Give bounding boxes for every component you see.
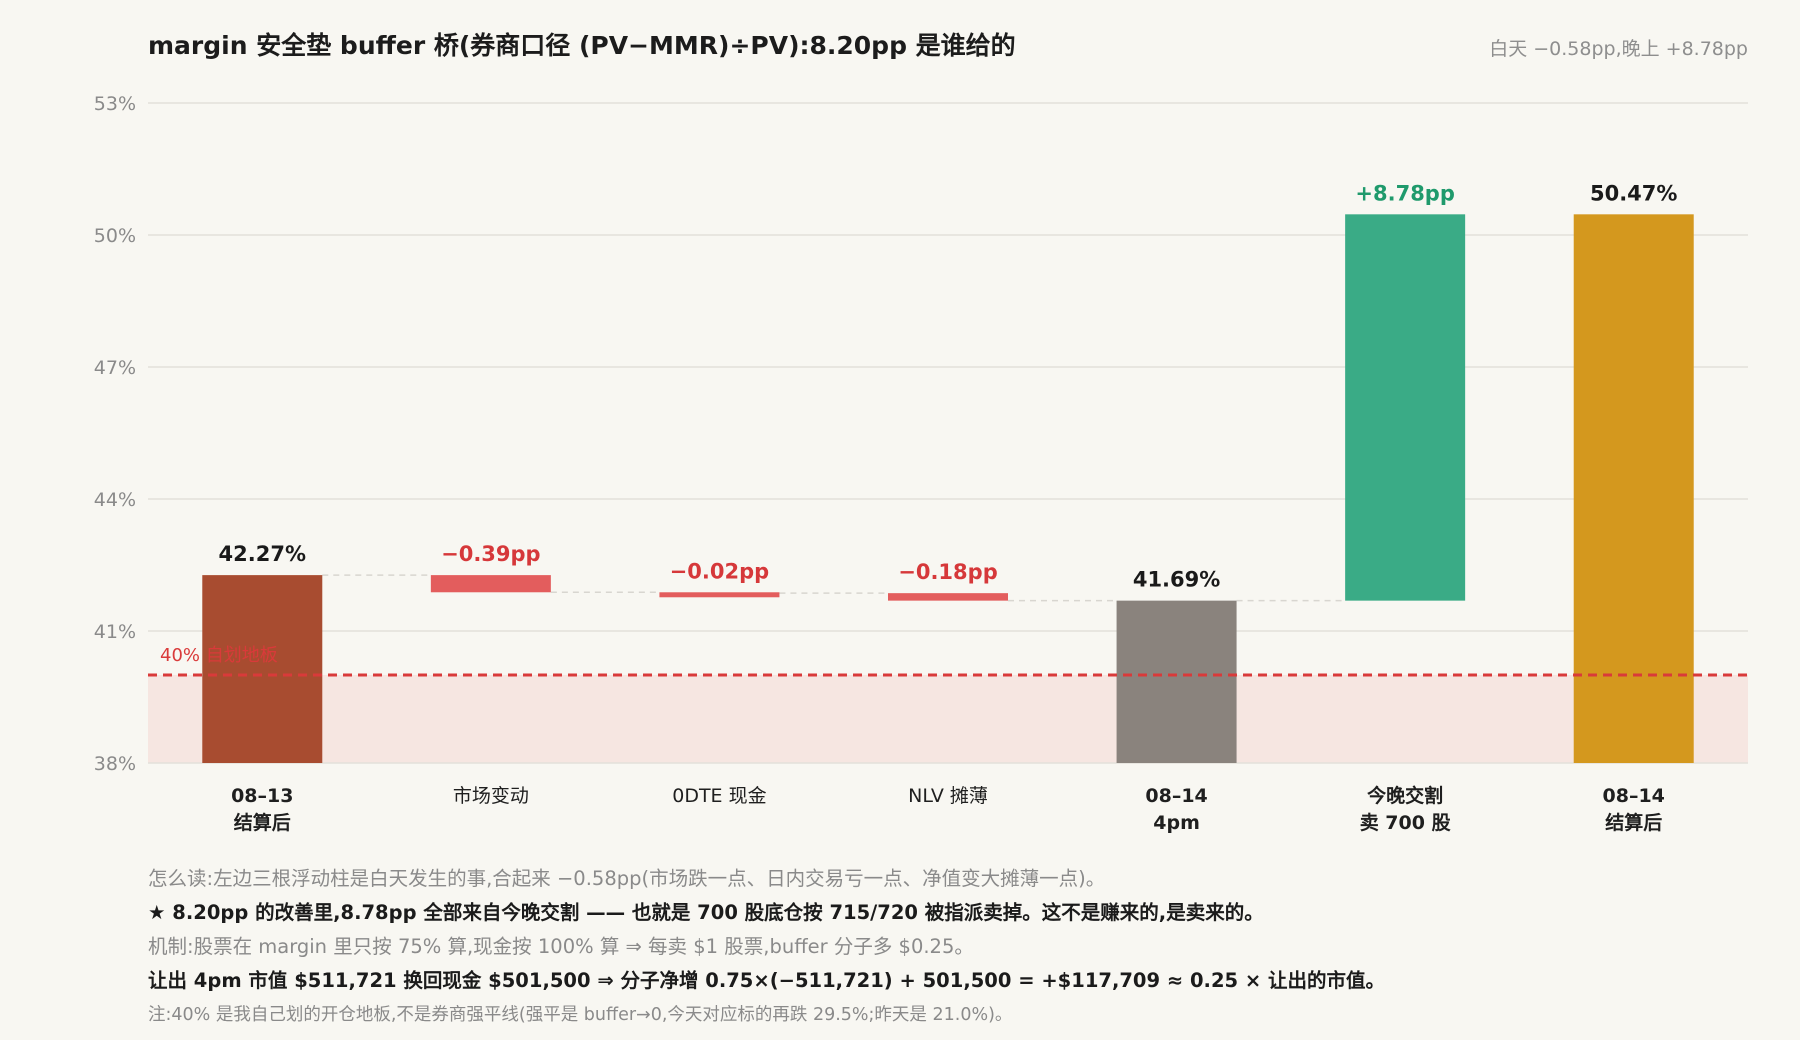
chart-title: margin 安全垫 buffer 桥(券商口径 (PV−MMR)÷PV):8.… <box>148 31 1016 60</box>
x-category-label: 0DTE 现金 <box>672 785 766 807</box>
bar-value-label: 42.27% <box>219 542 306 566</box>
y-tick-label: 41% <box>94 621 136 643</box>
waterfall-chart: 38% 41% 44% 47% 50% 53% 42.27% 08–13 结算后 −0.39pp 市… <box>94 93 1748 834</box>
bar-value-label: −0.02pp <box>670 559 769 583</box>
x-category-label: 08–14 <box>1603 785 1665 807</box>
x-category-label: 今晚交割 <box>1366 784 1443 807</box>
bar-value-label: 41.69% <box>1133 568 1220 592</box>
bar <box>1573 214 1694 763</box>
note-key-insight: ★ 8.20pp 的改善里,8.78pp 全部来自今晚交割 —— 也就是 700… <box>148 901 1264 924</box>
floor-reference-label: 40% 自划地板 <box>160 645 278 666</box>
note-mechanism: 机制:股票在 margin 里只按 75% 算,现金按 100% 算 ⇒ 每卖 … <box>148 935 974 958</box>
chart-subtitle: 白天 −0.58pp,晚上 +8.78pp <box>1489 38 1748 60</box>
bar <box>659 592 780 598</box>
below-floor-zone <box>148 675 1748 763</box>
y-tick-label: 38% <box>94 753 136 775</box>
x-category-label: 结算后 <box>1605 811 1662 834</box>
x-category-label: 卖 700 股 <box>1360 812 1451 834</box>
x-category-label: 市场变动 <box>453 785 529 807</box>
bar <box>202 575 323 763</box>
x-category-label: 08–13 <box>231 785 293 807</box>
bar-value-label: 50.47% <box>1590 181 1677 205</box>
x-category-label: 4pm <box>1153 812 1200 834</box>
y-tick-label: 50% <box>94 225 136 247</box>
note-footnote: 注:40% 是我自己划的开仓地板,不是券商强平线(强平是 buffer→0,今天… <box>148 1005 1013 1025</box>
note-calculation: 让出 4pm 市值 $511,721 换回现金 $501,500 ⇒ 分子净增 … <box>148 969 1386 992</box>
y-tick-label: 44% <box>94 489 136 511</box>
bar-value-label: −0.39pp <box>441 542 540 566</box>
x-category-label: NLV 摊薄 <box>908 785 988 807</box>
bar <box>1116 600 1237 763</box>
x-category-label: 08–14 <box>1145 785 1207 807</box>
y-tick-label: 53% <box>94 93 136 115</box>
bar <box>1345 214 1466 601</box>
bar-value-label: +8.78pp <box>1355 181 1454 205</box>
x-category-label: 结算后 <box>234 811 291 834</box>
chart-notes: 怎么读:左边三根浮动柱是白天发生的事,合起来 −0.58pp(市场跌一点、日内交… <box>148 862 1748 1032</box>
bar <box>888 593 1008 601</box>
bar-value-label: −0.18pp <box>898 560 997 584</box>
y-tick-label: 47% <box>94 357 136 379</box>
note-how-to-read: 怎么读:左边三根浮动柱是白天发生的事,合起来 −0.58pp(市场跌一点、日内交… <box>148 867 1106 890</box>
bar <box>430 575 551 593</box>
